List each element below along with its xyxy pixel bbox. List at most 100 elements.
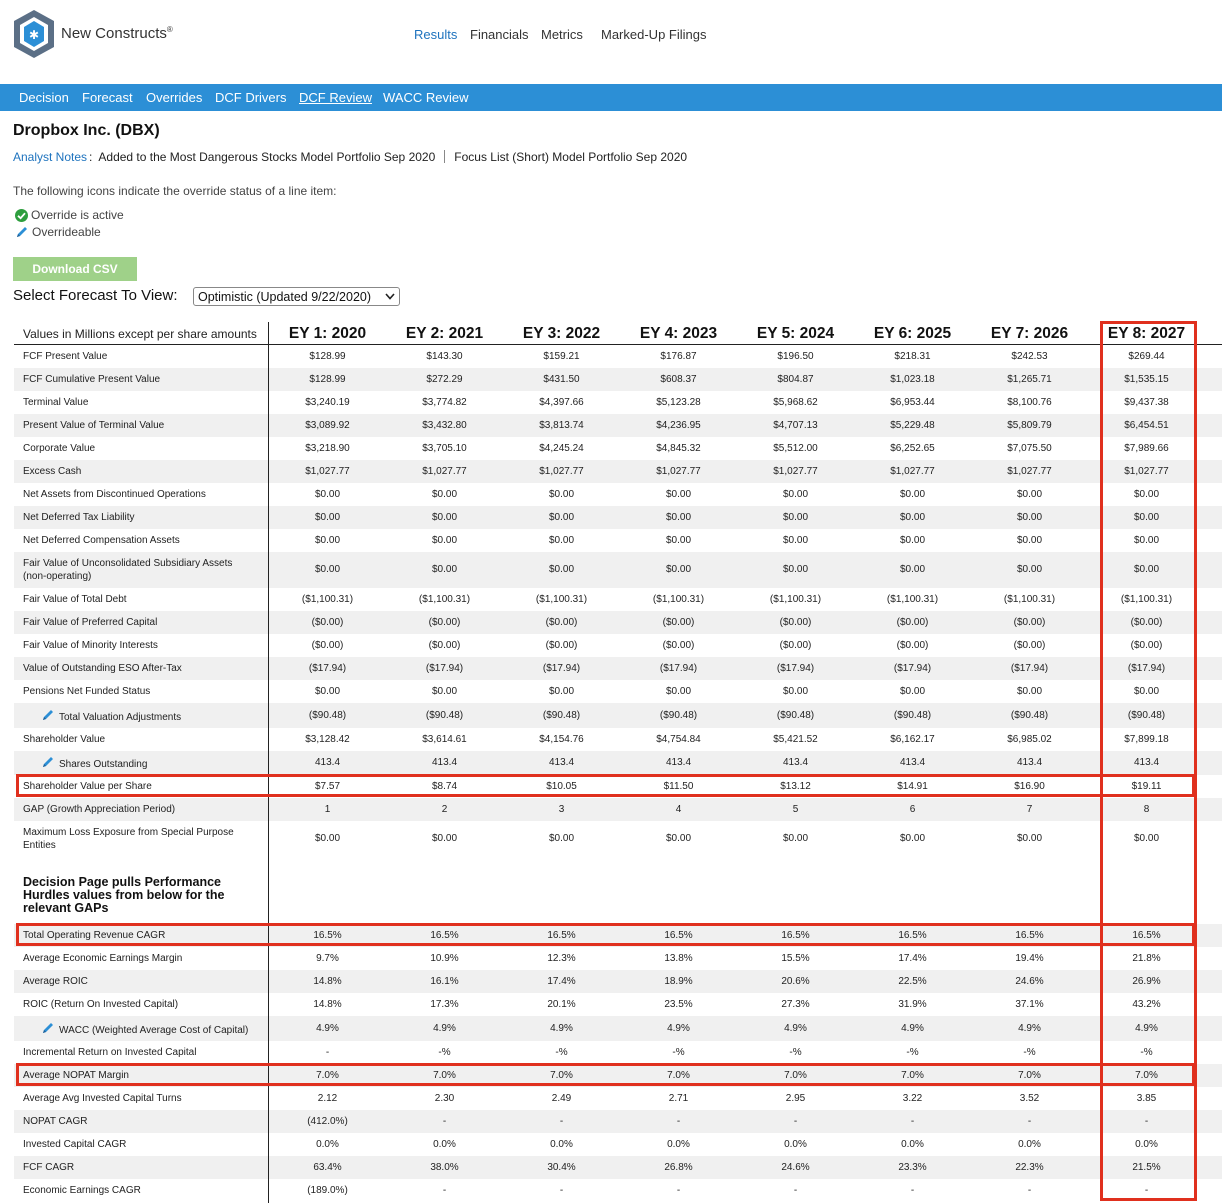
forecast-select[interactable]: Optimistic (Updated 9/22/2020)	[193, 287, 400, 306]
top-nav-results[interactable]: Results	[414, 27, 458, 42]
row-label: Fair Value of Preferred Capital	[23, 616, 158, 628]
table-cell: 413.4	[548, 757, 575, 768]
table-cell: 16.1%	[430, 975, 459, 987]
sub-nav-dcf-drivers[interactable]: DCF Drivers	[215, 90, 287, 105]
table-cell: ($17.94)	[542, 662, 581, 674]
company-title: Dropbox Inc. (DBX)	[13, 122, 160, 139]
sub-nav-forecast[interactable]: Forecast	[82, 90, 133, 105]
table-cell: (412.0%)	[307, 1115, 348, 1127]
table-cell: 38.0%	[430, 1161, 459, 1173]
top-nav-metrics[interactable]: Metrics	[541, 27, 583, 42]
table-row: Net Assets from Discontinued Operations $…	[14, 483, 1222, 506]
column-header-ey8: EY 8: 2027	[1107, 325, 1186, 342]
top-nav-financials[interactable]: Financials	[470, 27, 529, 42]
table-cell: ($0.00)	[662, 639, 695, 651]
table-row: Average Avg Invested Capital Turns 2.12 2.…	[14, 1087, 1222, 1110]
table-cell: $3,218.90	[305, 442, 350, 454]
highlight-revenue-cagr	[16, 923, 1195, 946]
table-cell: $0.00	[1016, 564, 1043, 575]
table-cell: $0.00	[1016, 511, 1043, 523]
table-cell: $4,154.76	[539, 733, 584, 745]
table-cell: $1,027.77	[656, 465, 701, 477]
table-cell: ($90.48)	[542, 709, 581, 721]
pencil-icon[interactable]	[41, 708, 55, 722]
table-cell: $0.00	[899, 833, 926, 844]
table-cell: 7.0%	[784, 1069, 807, 1081]
table-row: WACC (Weighted Average Cost of Capital) 4…	[14, 1016, 1222, 1041]
table-cell: $1,027.77	[539, 465, 584, 477]
column-header-ey7: EY 7: 2026	[990, 325, 1069, 342]
legend-overrideable: Overrideable	[15, 225, 101, 239]
table-cell: $0.00	[314, 488, 341, 500]
table-cell: 0.0%	[550, 1138, 573, 1150]
pencil-icon[interactable]	[41, 755, 55, 769]
table-cell: 24.6%	[781, 1161, 810, 1173]
table-row: Fair Value of Minority Interests ($0.00) (…	[14, 634, 1222, 657]
table-cell: $5,229.48	[890, 419, 935, 431]
table-cell: 23.5%	[664, 998, 693, 1010]
table-cell: $159.21	[543, 350, 580, 362]
logo-icon[interactable]: ✱	[12, 8, 56, 60]
row-label: Net Deferred Tax Liability	[23, 511, 135, 523]
table-cell: ($0.00)	[1013, 639, 1046, 651]
table-cell: 6	[909, 803, 916, 815]
pencil-icon[interactable]	[41, 1021, 55, 1035]
header-divider	[14, 344, 1222, 345]
table-row: Maximum Loss Exposure from Special Purpo…	[14, 821, 1222, 857]
row-label: ROIC (Return On Invested Capital)	[23, 998, 179, 1010]
table-cell: -	[793, 1184, 798, 1196]
forecast-select-label: Select Forecast To View:	[13, 287, 178, 304]
row-label: FCF Present Value	[23, 350, 108, 362]
sub-nav-overrides[interactable]: Overrides	[146, 90, 203, 105]
table-cell: $6,454.51	[1124, 419, 1169, 431]
table-cell: $7,899.18	[1124, 733, 1169, 745]
table-cell: 19.4%	[1015, 952, 1044, 964]
table-header-label: Values in Millions except per share amou…	[23, 327, 257, 341]
table-cell: $1,027.77	[422, 465, 467, 477]
table-cell: $3,813.74	[539, 419, 584, 431]
table-cell: 14.8%	[313, 998, 342, 1010]
table-row: Total Valuation Adjustments ($90.48) ($90.…	[14, 703, 1222, 728]
table-row: Incremental Return on Invested Capital - -…	[14, 1041, 1222, 1064]
row-label: Net Assets from Discontinued Operations	[23, 488, 206, 500]
row-label: Economic Earnings CAGR	[23, 1184, 141, 1196]
table-row: Average ROIC 14.8% 16.1% 17.4% 18.9% 20.6% 22.…	[14, 970, 1222, 993]
table-cell: 2.30	[434, 1092, 455, 1104]
table-cell: $3,089.92	[305, 419, 350, 431]
sub-nav-dcf-review[interactable]: DCF Review	[299, 90, 372, 105]
table-cell: -	[910, 1115, 915, 1127]
table-cell: $11.50	[663, 780, 694, 792]
table-row: NOPAT CAGR (412.0%) - - - - - - -	[14, 1110, 1222, 1133]
table-cell: 0.0%	[433, 1138, 456, 1150]
sub-nav-decision[interactable]: Decision	[19, 90, 69, 105]
table-cell: 7.0%	[1018, 1069, 1041, 1081]
table-cell: ($17.94)	[1127, 662, 1166, 674]
table-cell: ($1,100.31)	[535, 593, 588, 605]
table-cell: $0.00	[314, 833, 341, 844]
table-row: Terminal Value $3,240.19 $3,774.82 $4,397.6…	[14, 391, 1222, 414]
table-cell: $3,614.61	[422, 733, 467, 745]
check-circle-icon	[15, 208, 28, 222]
sub-nav-wacc-review[interactable]: WACC Review	[383, 90, 469, 105]
table-cell: ($0.00)	[428, 616, 461, 628]
analyst-notes-link[interactable]: Analyst Notes	[13, 150, 88, 164]
table-cell: -	[1144, 1115, 1149, 1127]
table-cell: 31.9%	[898, 998, 927, 1010]
brand-name[interactable]: New Constructs®	[61, 25, 173, 42]
download-csv-button[interactable]: Download CSV	[13, 257, 137, 281]
row-label: Fair Value of Total Debt	[23, 593, 127, 605]
notes-colon: :	[89, 150, 93, 164]
table-cell: -	[1027, 1184, 1032, 1196]
row-label: WACC (Weighted Average Cost of Capital)	[41, 1021, 248, 1037]
legend-overrideable-label: Overrideable	[32, 225, 101, 239]
column-header-ey5: EY 5: 2024	[756, 325, 835, 342]
table-cell: -%	[906, 1046, 919, 1058]
table-cell: -%	[1023, 1046, 1036, 1058]
table-cell: 1	[324, 803, 331, 815]
top-nav-marked-up-filings[interactable]: Marked-Up Filings	[601, 27, 707, 42]
table-cell: 4.9%	[1135, 1022, 1158, 1034]
table-cell: $0.00	[1133, 685, 1160, 697]
table-cell: $3,774.82	[422, 396, 467, 408]
table-cell: 413.4	[1133, 757, 1160, 768]
table-cell: $3,128.42	[305, 733, 350, 745]
